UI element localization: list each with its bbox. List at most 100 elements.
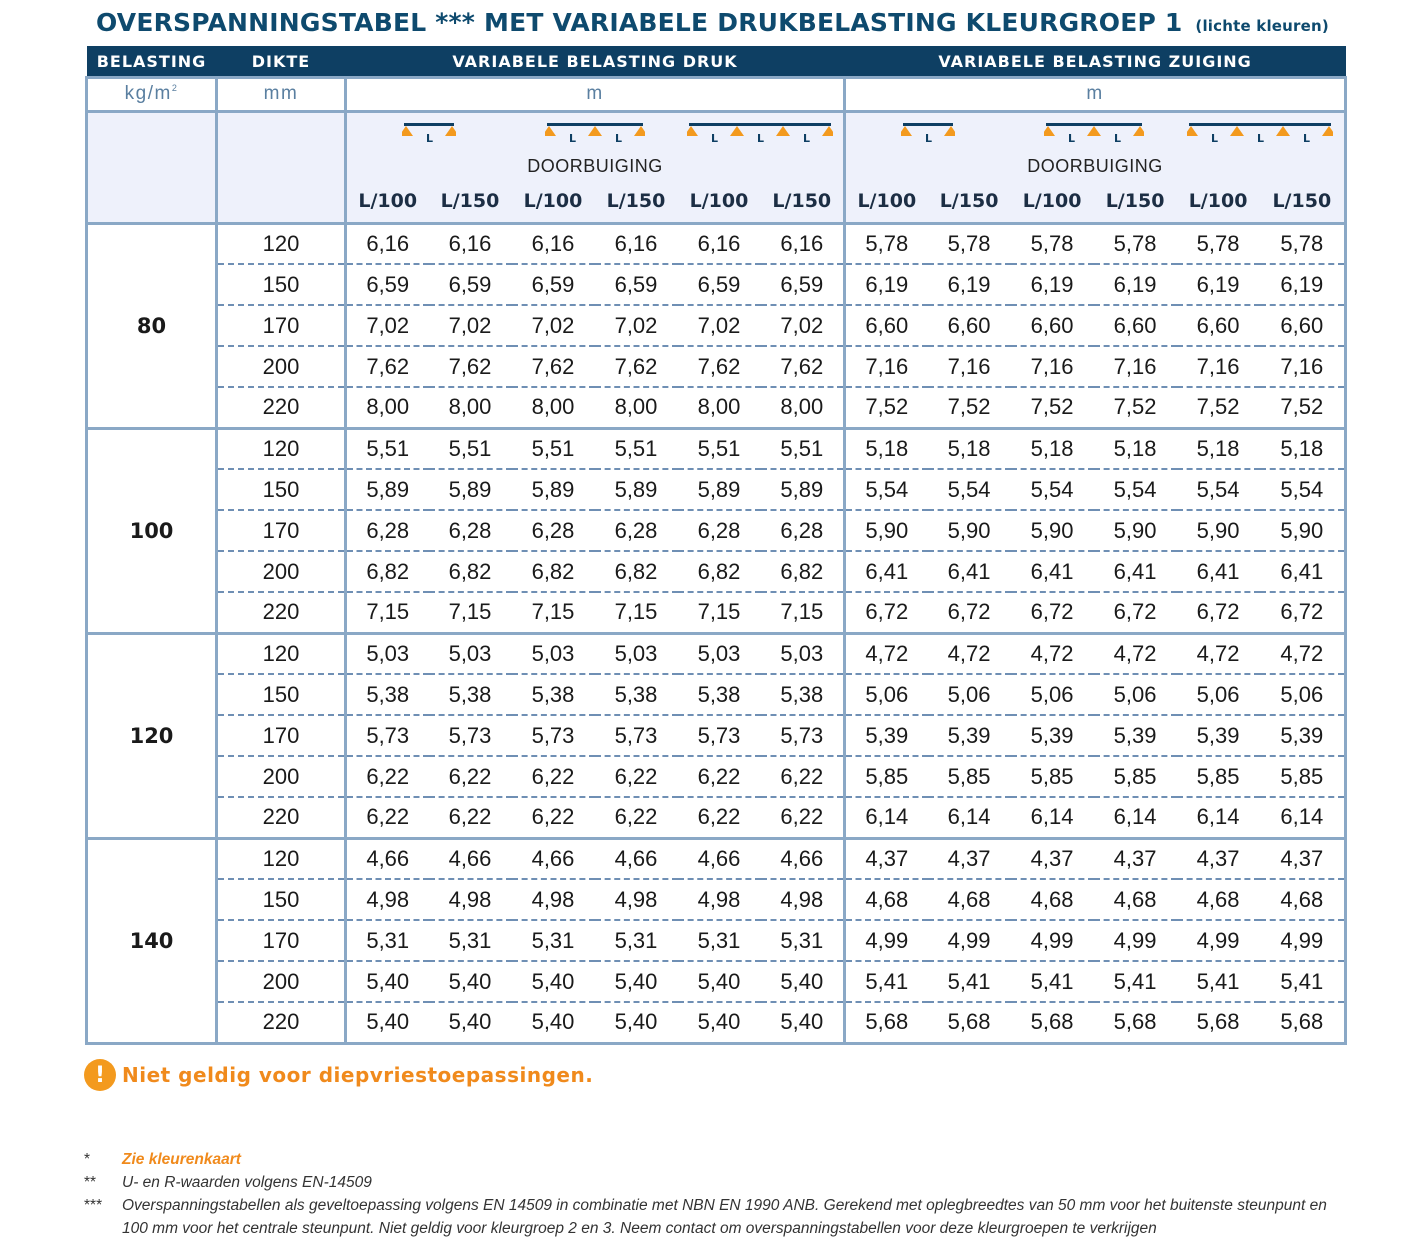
druk-value-cell: 7,02 <box>594 304 678 346</box>
deflection-label: L/150 <box>1259 181 1348 223</box>
druk-value-cell: 5,03 <box>677 631 761 674</box>
druk-value-cell: 5,03 <box>428 631 512 674</box>
druk-value-cell: 7,15 <box>511 591 595 633</box>
druk-value-cell: 6,22 <box>345 755 429 797</box>
support-triangle <box>776 125 791 136</box>
belasting-cell: 140 <box>85 836 218 1045</box>
unit-belasting-text: kg/m <box>124 83 172 104</box>
zuiging-value-cell: 6,72 <box>1093 591 1177 633</box>
dikte-cell: 120 <box>216 426 347 469</box>
zuiging-value-cell: 5,41 <box>1093 960 1177 1002</box>
zuiging-value-cell: 7,16 <box>927 345 1011 387</box>
span-label: L <box>711 132 718 143</box>
zuiging-value-cell: 6,14 <box>844 796 928 838</box>
support-triangle <box>1322 125 1334 136</box>
zuiging-value-cell: 5,78 <box>1259 221 1348 264</box>
druk-value-cell: 4,66 <box>594 836 678 879</box>
table-row: 170 7,02 7,02 7,02 7,02 7,02 7,02 6,60 6,60 6,60 6… <box>87 304 1348 346</box>
zuiging-value-cell: 7,16 <box>1259 345 1348 387</box>
deflection-label: L/100 <box>345 181 429 223</box>
zuiging-value-cell: 6,19 <box>1093 263 1177 305</box>
druk-value-cell: 5,03 <box>594 631 678 674</box>
footnotes: * Zie kleurenkaart ** U- en R-waarden volge… <box>84 1148 1344 1240</box>
footnote-mark: *** <box>84 1197 103 1214</box>
zuiging-value-cell: 4,99 <box>1176 919 1260 961</box>
dikte-cell: 220 <box>216 1001 347 1045</box>
zuiging-value-cell: 4,37 <box>927 836 1011 879</box>
zuiging-value-cell: 5,41 <box>927 960 1011 1002</box>
zuiging-value-cell: 6,14 <box>1259 796 1348 838</box>
zuiging-value-cell: 6,41 <box>844 550 928 592</box>
druk-value-cell: 6,22 <box>760 796 847 838</box>
dikte-cell: 120 <box>216 221 347 264</box>
druk-value-cell: 5,31 <box>760 919 847 961</box>
header-blank-belasting <box>85 111 218 223</box>
druk-value-cell: 5,38 <box>677 673 761 715</box>
zuiging-value-cell: 5,90 <box>1176 509 1260 551</box>
zuiging-value-cell: 6,41 <box>927 550 1011 592</box>
druk-value-cell: 5,38 <box>428 673 512 715</box>
dikte-cell: 150 <box>216 468 347 510</box>
dikte-cell: 120 <box>216 631 347 674</box>
warning-text: Niet geldig voor diepvriestoepassingen. <box>122 1063 594 1087</box>
zuiging-value-cell: 6,14 <box>1176 796 1260 838</box>
zuiging-value-cell: 5,78 <box>1093 221 1177 264</box>
druk-value-cell: 7,62 <box>511 345 595 387</box>
support-triangle <box>1132 125 1144 136</box>
table-row: 220 7,15 7,15 7,15 7,15 7,15 7,15 6,72 6,72 6,72 6… <box>87 591 1348 633</box>
header-row-titles: BELASTING DIKTE VARIABELE BELASTING DRUK… <box>86 46 1346 77</box>
span-label: L <box>1257 132 1264 143</box>
deflection-label: L/150 <box>594 181 678 223</box>
druk-value-cell: 6,59 <box>594 263 678 305</box>
support-triangle <box>901 125 913 136</box>
druk-value-cell: 4,98 <box>345 878 429 920</box>
footnote-mark: * <box>84 1151 91 1168</box>
table-row: 170 5,31 5,31 5,31 5,31 5,31 5,31 4,99 4,99 4,99 4… <box>87 919 1348 961</box>
druk-value-cell: 7,02 <box>345 304 429 346</box>
zuiging-value-cell: 4,37 <box>1093 836 1177 879</box>
zuiging-value-cell: 5,39 <box>927 714 1011 756</box>
druk-value-cell: 5,73 <box>428 714 512 756</box>
span-label: L <box>615 132 622 143</box>
druk-value-cell: 7,62 <box>677 345 761 387</box>
header-belasting: BELASTING <box>86 46 217 77</box>
druk-value-cell: 7,62 <box>594 345 678 387</box>
zuiging-value-cell: 5,18 <box>1093 426 1177 469</box>
druk-value-cell: 6,59 <box>428 263 512 305</box>
druk-value-cell: 6,16 <box>511 221 595 264</box>
zuiging-value-cell: 7,52 <box>1010 386 1094 428</box>
table-row: 100 120 5,51 5,51 5,51 5,51 5,51 5,51 5,18 5,18 5,… <box>85 426 1348 635</box>
table-row: 220 5,40 5,40 5,40 5,40 5,40 5,40 5,68 5,68 5,68 5… <box>87 1001 1348 1045</box>
zuiging-value-cell: 7,16 <box>1176 345 1260 387</box>
zuiging-value-cell: 5,41 <box>1010 960 1094 1002</box>
zuiging-value-cell: 4,72 <box>1259 631 1348 674</box>
druk-value-cell: 5,40 <box>594 960 678 1002</box>
zuiging-value-cell: 5,90 <box>844 509 928 551</box>
span-label: L <box>569 132 576 143</box>
zuiging-value-cell: 6,41 <box>1010 550 1094 592</box>
span-table: BELASTING DIKTE VARIABELE BELASTING DRUK… <box>85 46 1348 1045</box>
druk-value-cell: 4,66 <box>760 836 847 879</box>
druk-value-cell: 6,28 <box>428 509 512 551</box>
footnote-text: Overspanningstabellen als geveltoepassin… <box>122 1197 1327 1237</box>
dikte-cell: 220 <box>216 796 347 838</box>
dikte-cell: 150 <box>216 263 347 305</box>
druk-value-cell: 6,16 <box>594 221 678 264</box>
zuiging-value-cell: 4,99 <box>1093 919 1177 961</box>
zuiging-value-cell: 4,68 <box>1093 878 1177 920</box>
druk-value-cell: 5,38 <box>511 673 595 715</box>
zuiging-value-cell: 6,60 <box>844 304 928 346</box>
druk-value-cell: 5,89 <box>760 468 847 510</box>
deflection-label: L/150 <box>428 181 512 223</box>
druk-value-cell: 4,98 <box>760 878 847 920</box>
single-span-icon: L <box>402 122 457 143</box>
zuiging-value-cell: 5,06 <box>1176 673 1260 715</box>
zuiging-value-cell: 5,18 <box>1176 426 1260 469</box>
druk-value-cell: 5,51 <box>428 426 512 469</box>
dikte-cell: 170 <box>216 304 347 346</box>
zuiging-value-cell: 5,78 <box>844 221 928 264</box>
druk-value-cell: 5,40 <box>428 960 512 1002</box>
